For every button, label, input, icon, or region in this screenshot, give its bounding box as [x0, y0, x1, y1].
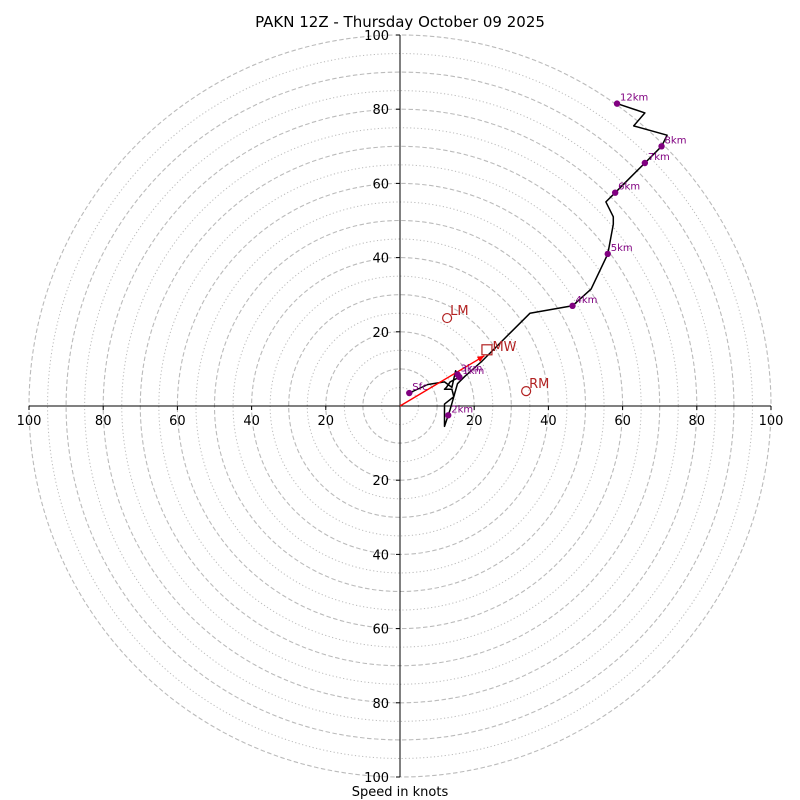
x-tick-label: 20	[466, 414, 483, 429]
mw-label: MW	[492, 340, 516, 355]
rm-marker	[521, 386, 532, 397]
x-tick-label: 20	[318, 414, 335, 429]
height-marker-4km	[569, 302, 576, 310]
y-tick-label: 60	[372, 177, 389, 192]
x-tick-label: 40	[243, 414, 260, 429]
height-label-12km: 12km	[620, 93, 648, 104]
height-marker-12km	[613, 100, 621, 107]
x-tick-label: 100	[759, 414, 784, 429]
height-marker-2km	[445, 412, 452, 419]
height-label-7km: 7km	[648, 152, 670, 163]
height-label-6km: 6km	[618, 182, 640, 193]
y-tick-label: 20	[372, 326, 389, 341]
rm-label: RM	[529, 377, 549, 392]
x-tick-label: 80	[95, 414, 112, 429]
height-marker-6km	[611, 189, 619, 196]
height-marker-group: Sfc 1km 2km 3km 4km 5km 6km 7km 8km 12km	[406, 93, 686, 419]
height-label-4km: 4km	[576, 295, 598, 306]
height-label-8km: 8km	[665, 135, 687, 146]
height-marker-8km	[658, 143, 665, 150]
tick-labels: 20 20 20 20 40 40 40 40 60 60 60 60 80 80 80 80 100 100 10…	[17, 29, 784, 786]
storm-motion-group: LM RM MW	[399, 304, 549, 407]
hodograph-trace-group	[408, 102, 668, 428]
x-tick-label: 100	[17, 414, 42, 429]
y-tick-label: 60	[372, 623, 389, 638]
hodograph-trace	[408, 102, 668, 428]
height-label-1km: 1km	[462, 366, 484, 377]
y-tick-label: 40	[372, 252, 389, 267]
chart-title: PAKN 12Z - Thursday October 09 2025	[255, 13, 545, 31]
y-tick-label: 80	[372, 103, 389, 118]
x-axis-label: Speed in knots	[352, 785, 449, 800]
height-marker-sfc	[406, 389, 413, 397]
x-tick-label: 40	[540, 414, 557, 429]
height-marker-5km	[604, 250, 611, 258]
height-label-2km: 2km	[451, 404, 473, 415]
y-tick-label: 100	[364, 29, 389, 44]
height-label-sfc: Sfc	[412, 382, 427, 393]
height-label-3km: 3km	[461, 363, 483, 374]
y-tick-label: 80	[372, 697, 389, 712]
x-tick-label: 60	[614, 414, 631, 429]
lm-marker	[442, 312, 453, 324]
height-marker-7km	[641, 159, 649, 167]
lm-label: LM	[450, 304, 468, 319]
height-marker-3km	[454, 371, 461, 378]
mean-wind-vector	[399, 355, 485, 407]
y-tick-label: 20	[372, 474, 389, 489]
y-tick-label: 100	[364, 771, 389, 786]
mw-marker	[481, 344, 493, 356]
x-tick-label: 80	[689, 414, 706, 429]
y-tick-label: 40	[372, 548, 389, 563]
x-tick-label: 60	[169, 414, 186, 429]
height-label-5km: 5km	[611, 243, 633, 254]
